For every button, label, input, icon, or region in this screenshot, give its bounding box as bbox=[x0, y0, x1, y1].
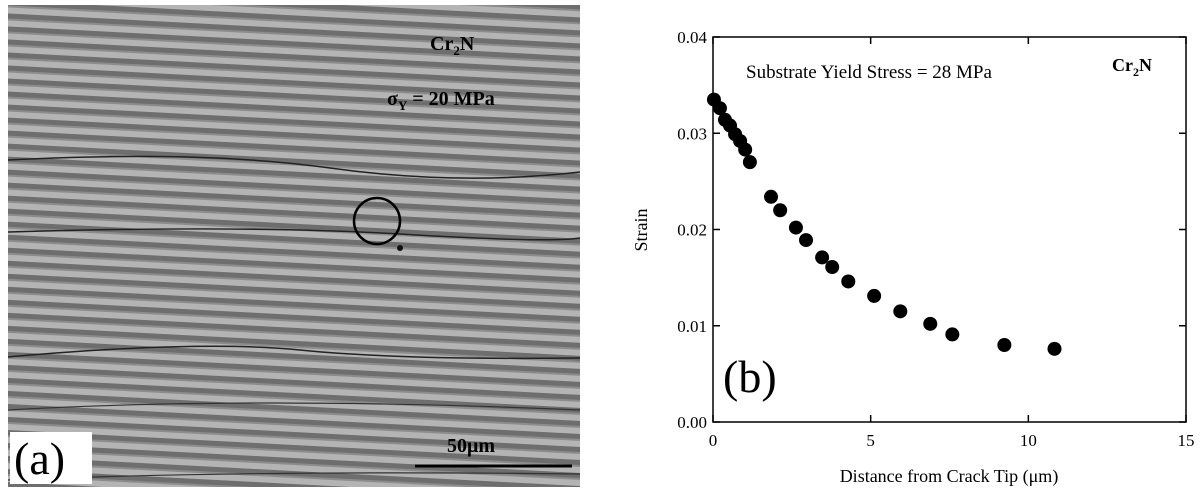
formula: Cr2N bbox=[1112, 55, 1152, 79]
data-point bbox=[893, 304, 908, 319]
annotation: Substrate Yield Stress = 28 MPa bbox=[746, 62, 992, 83]
scale-bar-label: 50μm bbox=[447, 435, 495, 457]
data-point bbox=[1047, 341, 1062, 356]
micrograph bbox=[8, 5, 580, 487]
data-point bbox=[712, 101, 727, 116]
data-point bbox=[773, 203, 788, 218]
y-tick-label: 0.00 bbox=[677, 413, 707, 432]
plot: 0.00 0.01 0.02 0.03 0.04 0 5 10 15 bbox=[677, 28, 1194, 450]
panel-label: (a) bbox=[14, 433, 65, 484]
x-tick-label: 15 bbox=[1178, 431, 1195, 450]
data-point bbox=[764, 189, 779, 204]
data-point bbox=[923, 316, 938, 331]
formula: Cr2N bbox=[430, 33, 475, 58]
x-tick-label: 0 bbox=[709, 431, 718, 450]
y-tick-label: 0.01 bbox=[677, 317, 707, 336]
x-axis-label: Distance from Crack Tip (μm) bbox=[840, 466, 1059, 487]
panel-label: (b) bbox=[723, 351, 777, 402]
y-axis-label: Strain bbox=[631, 209, 651, 252]
data-point bbox=[738, 142, 753, 157]
data-point bbox=[841, 274, 856, 289]
y-tick-label: 0.04 bbox=[677, 28, 707, 47]
x-tick-label: 5 bbox=[866, 431, 875, 450]
y-tick-label: 0.03 bbox=[677, 124, 707, 143]
data-point bbox=[742, 155, 757, 170]
data-point bbox=[825, 260, 840, 275]
data-point bbox=[867, 288, 882, 303]
plot-frame bbox=[712, 36, 1187, 423]
data-point bbox=[997, 338, 1012, 352]
x-tick-label: 10 bbox=[1020, 431, 1037, 450]
stress-label: σY = 20 MPa bbox=[387, 88, 495, 113]
y-tick-label: 0.02 bbox=[677, 221, 707, 240]
data-point bbox=[945, 327, 960, 342]
data-point bbox=[799, 233, 814, 248]
data-point bbox=[788, 220, 803, 235]
label-box bbox=[10, 432, 92, 484]
data-point bbox=[815, 250, 830, 265]
